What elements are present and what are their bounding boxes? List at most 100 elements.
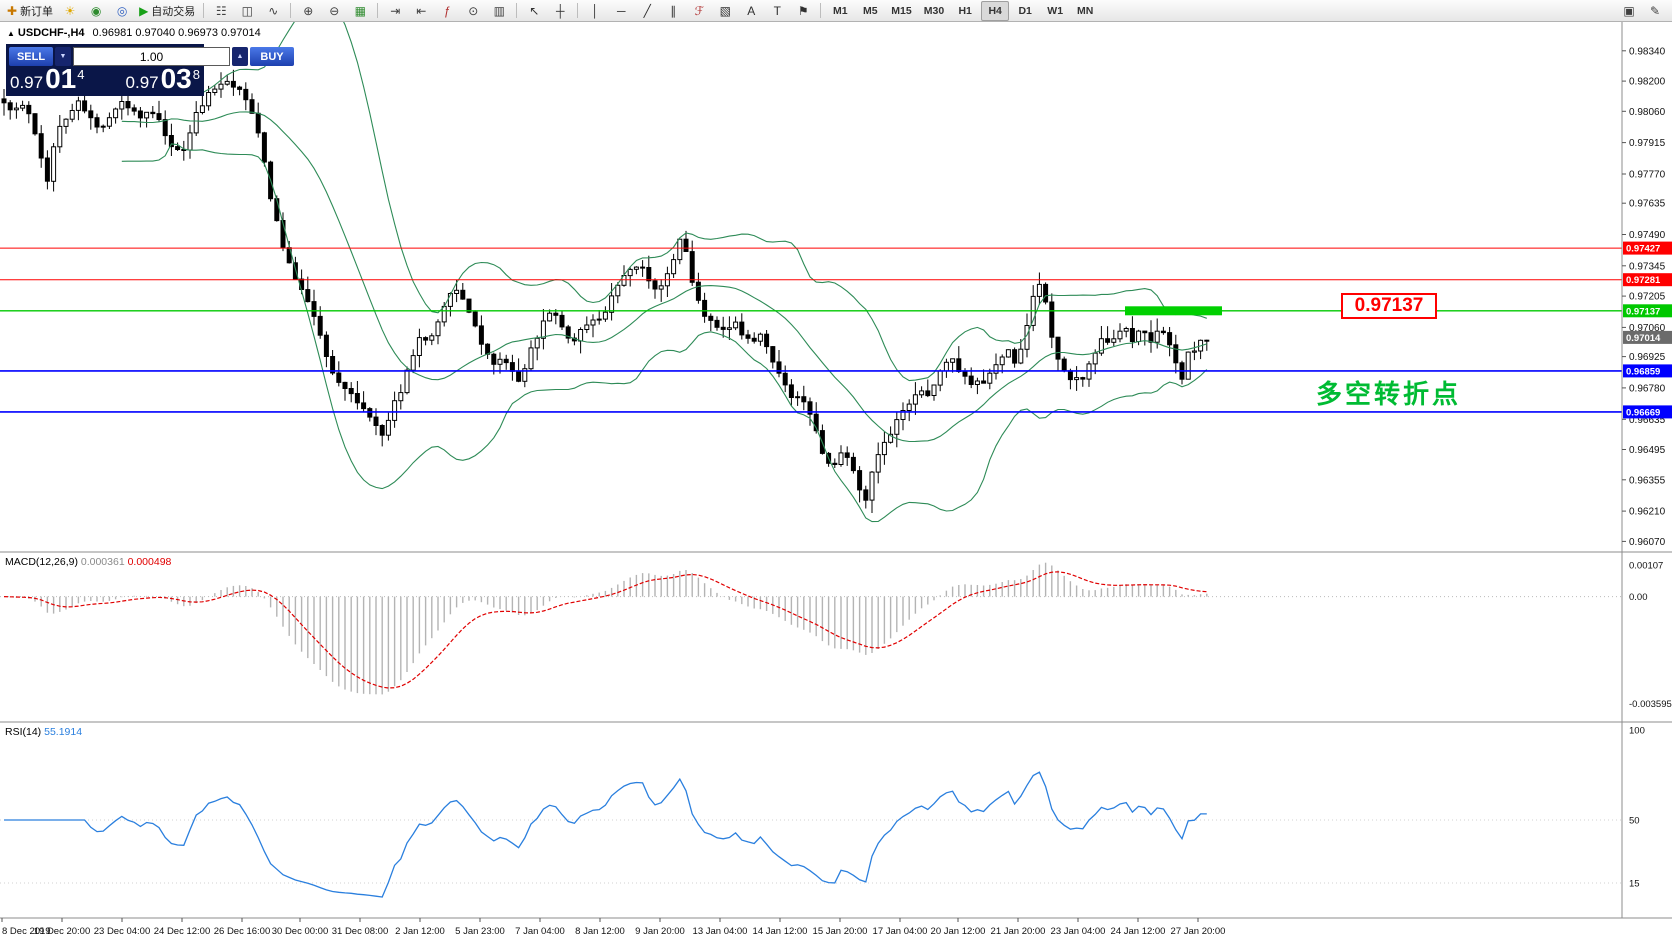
timeframe-m15-button[interactable]: M15 [891, 4, 912, 17]
bollinger-lower-band [121, 143, 1208, 523]
price-badge [1623, 304, 1672, 318]
timeframe-mn-button[interactable]: MN [1077, 4, 1094, 17]
chevron-up-icon: ▲ [236, 53, 244, 60]
text-button[interactable]: A [739, 1, 763, 21]
price-tick-label: 0.98200 [1629, 77, 1666, 88]
price-tick-label: 0.97205 [1629, 292, 1666, 303]
timeframe-w1-button[interactable]: W1 [1047, 4, 1064, 17]
rsi-label: RSI(14) 55.1914 [5, 726, 82, 738]
tile-windows-button[interactable]: ▦ [348, 1, 372, 21]
toolbar-separator [290, 3, 292, 18]
macd-histogram [9, 562, 1208, 695]
shapes-icon: ▧ [719, 3, 731, 18]
fibonacci-icon: ℱ [694, 3, 705, 18]
time-tick-label: 26 Dec 16:00 [214, 926, 271, 937]
time-tick-label: 13 Jan 04:00 [693, 926, 748, 937]
macd-signal-line [3, 571, 1207, 689]
vertical-line-icon: │ [591, 3, 600, 18]
sell-price[interactable]: 0.97 01 4 [10, 65, 85, 93]
horizontal-line-button[interactable]: ─ [609, 1, 633, 21]
sell-options-dropdown[interactable]: ▼ [55, 47, 71, 66]
trendline-button[interactable]: ╱ [635, 1, 659, 21]
fibonacci-button[interactable]: ℱ [687, 1, 711, 21]
zoom-in-icon: ⊕ [303, 3, 314, 18]
timeframe-m30-button[interactable]: M30 [923, 4, 945, 17]
indicators-button[interactable]: ƒ [435, 1, 459, 21]
timeframe-m1-button[interactable]: M1 [833, 4, 848, 17]
time-tick-label: 15 Jan 20:00 [813, 926, 868, 937]
timeframe-h1-button[interactable]: H1 [958, 4, 972, 17]
rsi-axis-label: 100 [1629, 726, 1645, 737]
candlestick-chart-button[interactable]: ◫ [235, 1, 259, 21]
time-tick-label: 24 Dec 12:00 [154, 926, 211, 937]
open-window-button[interactable]: ▣ [1617, 1, 1641, 21]
chart-note-text[interactable]: 多空转折点 [1316, 379, 1462, 409]
price-tick-label: 0.96210 [1629, 507, 1666, 518]
arrows-icon: ⚑ [797, 3, 809, 18]
sell-price-big: 0.97 [10, 72, 44, 92]
toolbar-right-group: ▣ ✎ [1616, 1, 1668, 21]
time-tick-label: 5 Jan 23:00 [455, 926, 505, 937]
market-watch-button[interactable]: ◉ [84, 1, 108, 21]
price-badge-label: 0.96859 [1626, 366, 1660, 377]
channel-button[interactable]: ∥ [661, 1, 685, 21]
trendline-icon: ╱ [643, 3, 651, 18]
toolbar-separator [516, 3, 518, 18]
candlestick-chart-icon: ◫ [241, 3, 253, 18]
periods-button[interactable]: ⊙ [461, 1, 485, 21]
autotrade-icon: ▶ [139, 3, 149, 18]
vertical-line-button[interactable]: │ [583, 1, 607, 21]
market-watch-icon: ◉ [90, 3, 102, 18]
buy-button[interactable]: BUY [250, 47, 294, 66]
price-tick-label: 0.96925 [1629, 352, 1666, 363]
chart-ohlc-values: 0.96981 0.97040 0.96973 0.97014 [92, 27, 261, 39]
line-chart-button[interactable]: ∿ [261, 1, 285, 21]
templates-icon: ▥ [493, 3, 505, 18]
auto-scroll-button[interactable]: ⇥ [383, 1, 407, 21]
shapes-button[interactable]: ▧ [713, 1, 737, 21]
zoom-out-button[interactable]: ⊖ [322, 1, 346, 21]
edit-profile-button[interactable]: ✎ [1643, 1, 1667, 21]
chart-background [0, 22, 1672, 944]
new-order-button[interactable]: ✚ 新订单 [4, 1, 56, 21]
text-label-button[interactable]: T [765, 1, 789, 21]
price-callout-box[interactable]: 0.97137 [1341, 293, 1437, 319]
periods-icon: ⊙ [468, 3, 479, 18]
price-badge [1623, 273, 1672, 287]
price-tick-label: 0.96635 [1629, 415, 1666, 426]
cursor-button[interactable]: ↖ [522, 1, 546, 21]
lightbulb-icon: ☀ [64, 3, 76, 18]
bars-chart-button[interactable]: ☷ [209, 1, 233, 21]
price-tick-label: 0.98060 [1629, 107, 1666, 118]
horizontal-line-icon: ─ [617, 3, 626, 18]
edit-profile-icon: ✎ [1649, 3, 1661, 18]
chart-shift-button[interactable]: ⇤ [409, 1, 433, 21]
time-tick-label: 30 Dec 00:00 [272, 926, 329, 937]
autotrade-button[interactable]: ▶ 自动交易 [136, 1, 198, 21]
templates-button[interactable]: ▥ [487, 1, 511, 21]
time-tick-label: 27 Jan 20:00 [1171, 926, 1226, 937]
price-axis[interactable]: 0.98340 0.98200 0.98060 0.97915 0.97770 0.976… [1621, 22, 1672, 918]
timeframe-m5-button[interactable]: M5 [863, 4, 878, 17]
buy-options-dropdown[interactable]: ▲ [232, 47, 248, 66]
arrows-button[interactable]: ⚑ [791, 1, 815, 21]
navigator-button[interactable]: ◎ [110, 1, 134, 21]
price-tick-label: 0.96355 [1629, 475, 1666, 486]
chart-shift-icon: ⇤ [416, 3, 427, 18]
volume-input[interactable] [73, 47, 230, 66]
price-badge [1623, 405, 1672, 419]
crosshair-button[interactable]: ┼ [548, 1, 572, 21]
new-order-icon: ✚ [7, 3, 18, 18]
timeframe-h4-button[interactable]: H4 [981, 0, 1010, 21]
lightbulb-button[interactable]: ☀ [58, 1, 82, 21]
time-tick-label: 19 Dec 20:00 [34, 926, 91, 937]
timeframe-d1-button[interactable]: D1 [1018, 4, 1032, 17]
buy-price[interactable]: 0.97 03 8 [126, 65, 200, 93]
sell-button[interactable]: SELL [9, 47, 53, 66]
highlight-segment[interactable] [1125, 306, 1222, 316]
macd-label: MACD(12,26,9) 0.000361 0.000498 [5, 556, 172, 568]
sell-price-sup: 4 [77, 66, 85, 82]
zoom-in-button[interactable]: ⊕ [296, 1, 320, 21]
